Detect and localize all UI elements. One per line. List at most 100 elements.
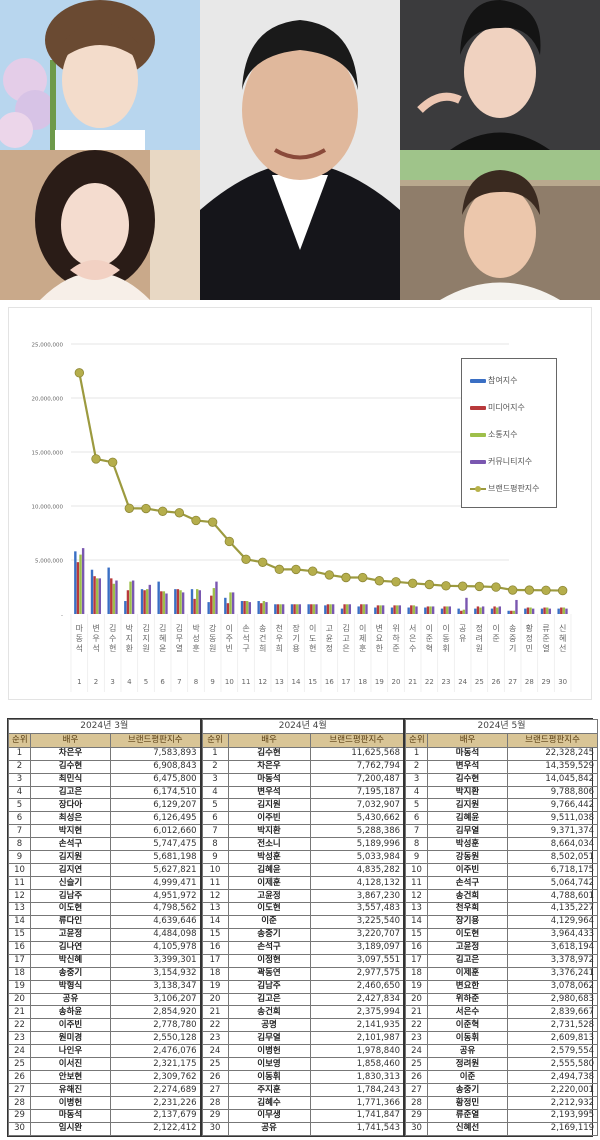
line-marker xyxy=(207,517,218,527)
category-label: 은 xyxy=(409,634,416,643)
name-cell: 김혜윤 xyxy=(227,863,311,878)
bar-미디어지수 xyxy=(310,604,313,614)
table-row: 23 이동휘 2,609,813 xyxy=(405,1031,599,1046)
score-cell: 3,154,932 xyxy=(109,966,202,981)
name-cell: 변우석 xyxy=(227,785,311,800)
color-swatch-icon xyxy=(470,405,486,410)
name-cell: 나인우 xyxy=(30,1044,111,1059)
score-cell: 2,476,076 xyxy=(109,1044,202,1059)
category-label: 혁 xyxy=(426,644,433,653)
category-label: 정 xyxy=(476,623,483,633)
category-label: 준 xyxy=(492,634,499,643)
line-marker xyxy=(74,368,85,378)
bar-커뮤니티지수 xyxy=(148,584,151,614)
rank-cell: 10 xyxy=(201,863,229,878)
bar-참여지수 xyxy=(157,581,160,614)
table-row: 28 김혜수 1,771,366 xyxy=(201,1096,405,1110)
score-cell: 2,427,834 xyxy=(309,992,405,1007)
score-cell: 4,788,601 xyxy=(507,889,599,903)
category-label: 수 xyxy=(409,644,416,653)
name-cell: 김지원 xyxy=(30,850,111,865)
rank-cell: 16 xyxy=(405,940,429,955)
name-cell: 신슬기 xyxy=(30,876,111,891)
rank-label: 15 xyxy=(308,678,317,686)
score-cell: 8,502,051 xyxy=(507,850,599,865)
name-cell: 공명 xyxy=(227,1018,311,1033)
bar-커뮤니티지수 xyxy=(81,548,85,614)
rank-label: 2 xyxy=(94,678,98,686)
score-cell: 7,762,794 xyxy=(309,759,405,774)
y-tick-label: 25,000,000 xyxy=(32,343,64,349)
legend-item: 참여지수 xyxy=(470,367,556,394)
rank-cell: 6 xyxy=(201,811,229,826)
score-cell: 6,126,495 xyxy=(109,811,202,826)
category-label: 지 xyxy=(142,634,149,643)
category-label: 정 xyxy=(326,643,333,653)
rank-cell: 1 xyxy=(201,746,229,761)
name-cell: 김지연 xyxy=(30,863,111,878)
score-cell: 2,555,580 xyxy=(507,1057,599,1072)
legend-item: 미디어지수 xyxy=(470,394,556,421)
table-row: 11 신슬기 4,999,471 xyxy=(8,876,202,891)
category-label: 석 xyxy=(92,643,99,653)
table-row: 26 안보현 2,309,762 xyxy=(8,1070,202,1085)
category-label: 김 xyxy=(109,623,116,633)
name-cell: 김혜윤 xyxy=(427,811,509,826)
name-cell: 이준 xyxy=(427,1070,509,1085)
name-cell: 김지원 xyxy=(427,798,509,813)
rank-cell: 18 xyxy=(405,966,429,981)
bar-참여지수 xyxy=(257,601,260,614)
score-cell: 2,731,528 xyxy=(507,1018,599,1033)
bar-미디어지수 xyxy=(526,607,530,614)
rank-cell: 20 xyxy=(405,992,429,1007)
bar-소통지수 xyxy=(146,589,149,614)
bar-참여지수 xyxy=(440,608,444,614)
table-row: 26 이준 2,494,738 xyxy=(405,1070,599,1085)
score-cell: 2,169,119 xyxy=(507,1121,599,1137)
name-cell: 송중기 xyxy=(427,1083,509,1098)
monthly-rankings-tables: 2024년 3월 순위 배우 브랜드평판지수 1 차은우 7,583,893 2 김수현 6,90… xyxy=(7,718,599,1137)
line-marker xyxy=(224,536,235,547)
table-row: 4 변우석 7,195,187 xyxy=(201,785,405,800)
line-marker xyxy=(191,515,201,526)
category-label: 김 xyxy=(176,623,183,633)
bar-참여지수 xyxy=(207,602,210,614)
table-row: 11 손석구 5,064,742 xyxy=(405,876,599,891)
table-row: 13 이도현 3,557,483 xyxy=(201,901,405,916)
name-cell: 변요한 xyxy=(427,979,509,994)
bar-참여지수 xyxy=(74,551,77,614)
bar-커뮤니티지수 xyxy=(348,604,351,614)
score-cell: 4,639,646 xyxy=(109,914,202,929)
category-label: 박 xyxy=(192,623,200,633)
bar-참여지수 xyxy=(340,608,344,614)
rank-label: 7 xyxy=(177,678,181,686)
table-row: 15 이도현 3,964,433 xyxy=(405,927,599,942)
name-cell: 이병헌 xyxy=(30,1096,111,1110)
rank-cell: 12 xyxy=(405,889,429,903)
table-row: 30 신혜선 2,169,119 xyxy=(405,1121,599,1137)
name-cell: 곽동연 xyxy=(227,966,311,981)
rank-cell: 28 xyxy=(201,1096,229,1110)
line-marker xyxy=(424,579,435,590)
table-row: 29 마동석 2,137,679 xyxy=(8,1108,202,1123)
name-cell: 박지현 xyxy=(30,824,111,839)
table-row: 25 이서진 2,321,175 xyxy=(8,1057,202,1072)
name-cell: 최민식 xyxy=(30,772,111,787)
table-row: 20 위하준 2,980,683 xyxy=(405,992,599,1007)
rank-cell: 5 xyxy=(405,798,429,813)
score-cell: 9,371,374 xyxy=(507,824,599,839)
score-cell: 6,475,800 xyxy=(109,772,202,787)
category-label: 송 xyxy=(509,624,516,633)
rank-cell: 28 xyxy=(405,1096,429,1110)
score-cell: 7,195,187 xyxy=(309,785,405,800)
rank-cell: 8 xyxy=(405,837,429,852)
rank-cell: 30 xyxy=(201,1121,229,1137)
table-row: 28 황정민 2,212,932 xyxy=(405,1096,599,1110)
table-row: 13 이도현 4,798,562 xyxy=(8,901,202,916)
name-cell: 공유 xyxy=(30,992,111,1007)
table-row: 29 류준열 2,193,995 xyxy=(405,1108,599,1123)
table-row: 4 박지환 9,788,806 xyxy=(405,785,599,800)
category-label: 열 xyxy=(176,644,183,653)
rank-label: 23 xyxy=(442,678,451,686)
table-row: 16 고윤정 3,618,194 xyxy=(405,940,599,955)
